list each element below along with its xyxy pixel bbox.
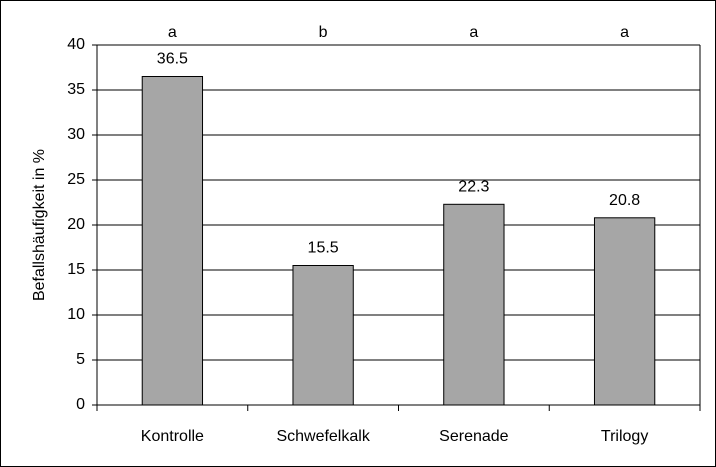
y-tick-label: 10 <box>67 306 85 323</box>
significance-letter: a <box>620 24 629 41</box>
bar <box>443 203 505 406</box>
significance-letter: a <box>469 24 478 41</box>
y-axis-label: Befallshäufigkeit in % <box>31 149 48 301</box>
bar <box>292 265 354 406</box>
bar <box>141 76 204 406</box>
significance-letter: a <box>168 24 177 41</box>
significance-letter: b <box>319 24 328 41</box>
y-tick-label: 15 <box>67 261 85 278</box>
x-tick-label: Serenade <box>439 428 508 445</box>
y-tick-label: 30 <box>67 126 85 143</box>
y-tick-label: 25 <box>67 171 85 188</box>
data-label: 20.8 <box>609 192 640 209</box>
data-label: 22.3 <box>458 179 489 196</box>
x-tick-label: Kontrolle <box>141 428 204 445</box>
y-tick-label: 5 <box>76 351 85 368</box>
bar <box>593 217 656 406</box>
y-tick-label: 35 <box>67 81 85 98</box>
y-tick-label: 40 <box>67 36 85 53</box>
data-label: 15.5 <box>308 240 339 257</box>
x-tick-label: Schwefelkalk <box>276 428 370 445</box>
y-tick-label: 20 <box>67 216 85 233</box>
data-label: 36.5 <box>157 51 188 68</box>
y-tick-label: 0 <box>76 396 85 413</box>
x-tick-label: Trilogy <box>601 428 648 445</box>
